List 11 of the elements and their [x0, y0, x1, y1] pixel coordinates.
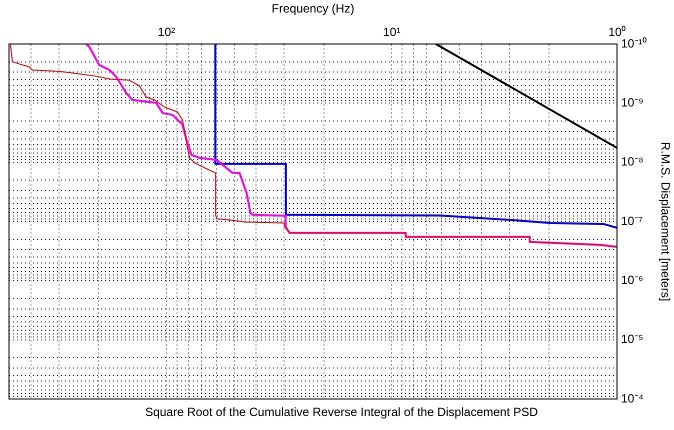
y-tick-label: 10⁻⁴	[621, 391, 644, 406]
y-axis-title: R.M.S. Displacement [meters]	[658, 142, 672, 302]
x-tick-label: 10²	[158, 25, 176, 40]
x-axis-title: Frequency (Hz)	[272, 2, 354, 16]
x-tick-label: 10¹	[383, 25, 400, 40]
y-tick-label: 10⁻⁷	[621, 214, 643, 228]
y-tick-label: 10⁻⁶	[621, 272, 644, 287]
y-tick-label: 10⁻⁹	[621, 95, 644, 110]
y-tick-label: 10⁻⁵	[621, 332, 644, 346]
y-tick-label: 10⁻⁸	[621, 154, 644, 169]
text: Square Root of the Cumulative Reverse Integral of the Displacement PSD	[145, 405, 538, 420]
